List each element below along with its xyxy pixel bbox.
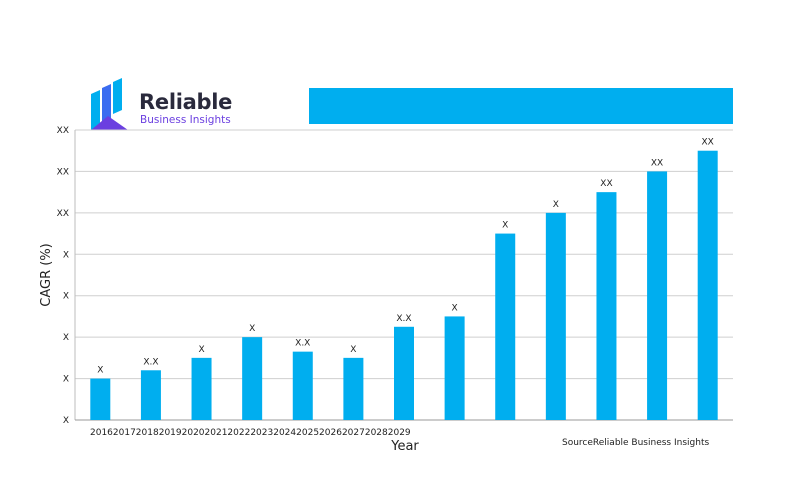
- bar: [444, 316, 465, 420]
- bar: [292, 351, 313, 420]
- brand-name: Reliable: [139, 90, 233, 114]
- y-tick-label: XX: [57, 209, 69, 219]
- y-tick-label: X: [63, 375, 69, 385]
- brand-tagline: Business Insights: [140, 114, 231, 126]
- y-tick-label: X: [63, 333, 69, 343]
- data-label: X.X: [295, 339, 310, 349]
- bar: [140, 370, 161, 420]
- y-tick-label: X: [63, 250, 69, 260]
- bar: [697, 150, 718, 420]
- brand-logo-icon: [91, 78, 128, 130]
- data-label: X.X: [143, 357, 158, 367]
- bar: [394, 326, 414, 420]
- chart-title-bar: [309, 88, 733, 124]
- data-label: XX: [651, 158, 663, 168]
- y-tick-label: X: [63, 292, 69, 302]
- y-tick-label: XX: [57, 167, 69, 177]
- bar: [596, 192, 617, 420]
- bar-series: [90, 150, 718, 420]
- bar: [90, 378, 111, 420]
- bar: [545, 212, 566, 420]
- bar: [495, 233, 516, 420]
- data-label: X: [553, 200, 559, 210]
- logo-wedge: [91, 116, 128, 130]
- y-axis-label: CAGR (%): [39, 243, 54, 306]
- data-label: X: [452, 303, 458, 313]
- x-axis-label: Year: [390, 439, 419, 454]
- bar: [242, 337, 263, 420]
- logo-bar-1: [91, 90, 100, 130]
- data-label: X: [502, 221, 508, 231]
- y-tick-label: XX: [57, 126, 69, 136]
- bar: [343, 357, 364, 420]
- bar: [647, 171, 668, 420]
- source-note: SourceReliable Business Insights: [562, 438, 709, 448]
- data-label: XX: [600, 179, 612, 189]
- data-label: XX: [702, 138, 714, 148]
- logo-bar-3: [113, 78, 122, 114]
- y-tick-label: X: [63, 416, 69, 426]
- data-label: X: [198, 345, 204, 355]
- bar: [191, 357, 212, 420]
- data-label: X: [97, 366, 103, 376]
- data-label: X: [249, 324, 255, 334]
- data-label: X.X: [396, 314, 411, 324]
- x-axis-tick-labels: 2016201720182019202020212022202320242025…: [90, 428, 411, 438]
- data-label: X: [350, 345, 356, 355]
